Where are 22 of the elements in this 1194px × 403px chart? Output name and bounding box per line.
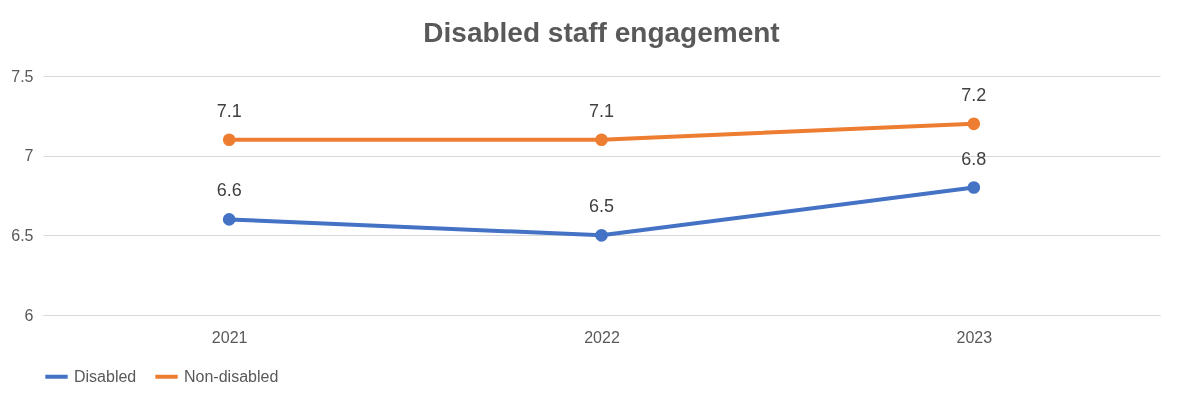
point (967, 117, 981, 131)
y-tick-label: 6 (24, 306, 34, 324)
legend-label: Disabled (74, 367, 137, 385)
data-label: 6.8 (961, 148, 987, 169)
point (595, 229, 608, 242)
data-label: 6.6 (216, 180, 242, 201)
data-label: 7.1 (216, 100, 242, 121)
x-tick-label: 2022 (584, 328, 620, 346)
x-tick-label: 2021 (211, 328, 248, 346)
chart-title: Disabled staff engagement (423, 17, 780, 48)
y-tick-label: 7 (24, 147, 34, 165)
point (222, 133, 236, 147)
legend-label: Non-disabled (184, 367, 279, 385)
data-label: 7.2 (961, 84, 987, 105)
x-tick-label: 2023 (956, 328, 993, 346)
point (595, 133, 608, 147)
point (967, 181, 981, 194)
point (222, 213, 236, 226)
y-tick-label: 6.5 (11, 226, 34, 244)
y-tick-label: 7.5 (11, 67, 34, 85)
data-label: 7.1 (588, 100, 615, 121)
data-label: 6.5 (588, 196, 615, 217)
